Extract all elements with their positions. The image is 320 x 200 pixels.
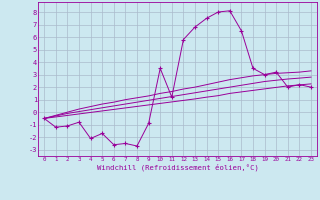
X-axis label: Windchill (Refroidissement éolien,°C): Windchill (Refroidissement éolien,°C) <box>97 164 259 171</box>
